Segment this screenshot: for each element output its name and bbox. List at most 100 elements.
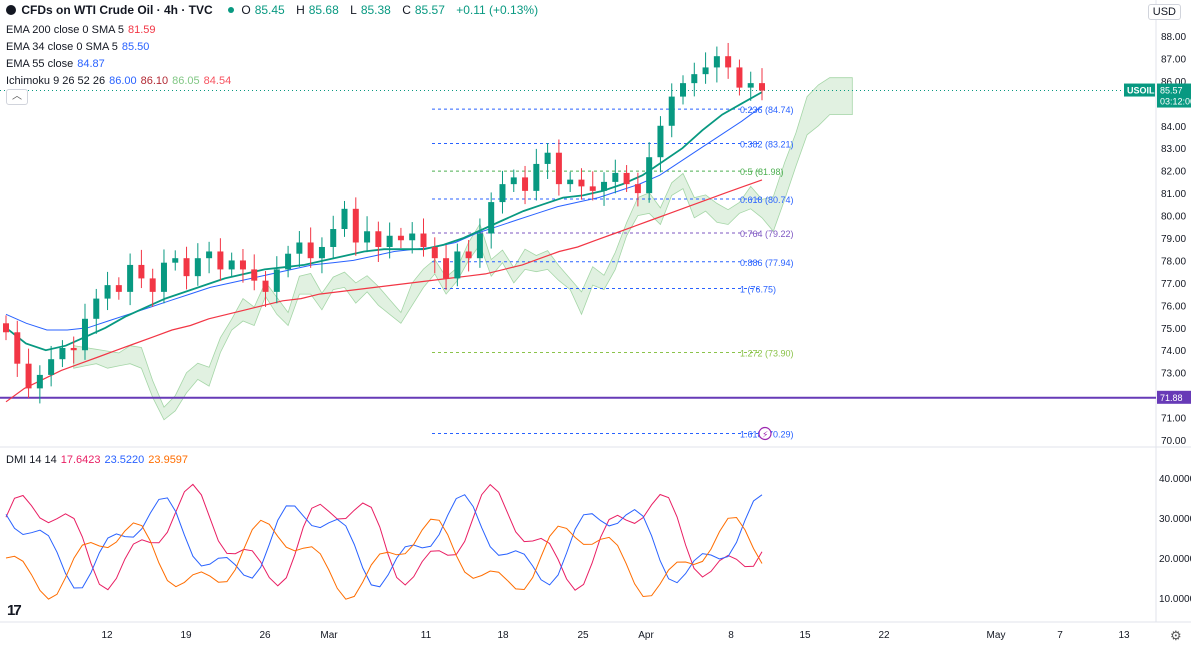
time-tick-label: Mar [320,630,338,641]
dmi-plus-line [5,494,763,589]
alert-lightning-glyph: ⚡ [762,430,768,440]
candle-body [296,242,303,254]
candle-body [115,285,122,292]
candle-body [488,202,495,234]
symbol-tag-bg [1124,83,1155,97]
candle-body [420,233,427,247]
collapse-legend-button[interactable]: ︿ [6,89,28,105]
price-tick-label: 79.00 [1161,234,1186,245]
candle-body [499,184,506,203]
candle-body [454,251,461,279]
time-tick-label: 11 [421,630,432,641]
indicator-ichimoku[interactable]: Ichimoku 9 26 52 26 86.00 86.10 86.05 84.54 [6,75,232,87]
indicator-dmi[interactable]: DMI 14 14 17.6423 23.5220 23.9597 [6,454,189,466]
candle-body [612,172,619,182]
candle-body [567,179,574,185]
candle-body [239,260,246,270]
candle-body [127,264,134,292]
candle-body [352,208,359,243]
candle-body [409,233,416,241]
countdown-label-bg [1157,94,1191,108]
indicator-ema200[interactable]: EMA 200 close 0 SMA 5 81.59 [6,24,156,36]
candle-body [93,298,100,319]
candle-body [104,285,111,299]
candle-body [443,258,450,279]
time-tick-label: 19 [180,630,192,641]
fib-level-label: 0.764 (79.22) [740,229,794,239]
price-tick-label: 78.00 [1161,256,1186,267]
candle-body [544,152,551,164]
candle-body [3,323,9,333]
support-price-label: 71.88 [1160,393,1183,403]
candle-body [330,229,337,247]
candle-body [680,83,687,97]
alert-lightning-icon [758,426,772,441]
currency-selector[interactable]: USD [1147,4,1181,20]
time-tick-label: Apr [638,630,654,641]
candle-body [691,74,698,84]
dmi-tick-label: 20.0000 [1159,554,1191,565]
time-tick-label: 12 [101,630,113,641]
dmi-minus-line [5,516,763,600]
tradingview-logo[interactable]: 17 [7,602,22,619]
countdown-label: 03:12:00 [1160,97,1191,107]
candle-body [70,347,77,351]
fib-level-label: 1 (76.75) [740,285,776,295]
dmi-tick-label: 30.0000 [1159,514,1191,525]
candle-body [138,264,145,279]
candle-body [747,83,754,88]
candle-body [589,186,596,191]
candle-body [318,246,325,259]
symbol-title[interactable]: CFDs on WTI Crude Oil · 4h · TVC [21,3,213,17]
candle-body [285,253,292,270]
candle-body [262,280,269,292]
candle-body [160,262,167,292]
candle-body [702,67,709,75]
candle-body [657,125,664,158]
fib-level-label: 0.382 (83.21) [740,140,794,150]
indicator-ema55[interactable]: EMA 55 close 84.87 [6,58,105,70]
time-tick-label: 26 [259,630,271,641]
price-tick-label: 81.00 [1161,189,1186,200]
candle-body [273,269,280,292]
ichimoku-cloud [73,77,853,421]
candle-body [341,208,348,230]
candle-body [59,347,66,360]
candle-body [36,374,43,389]
candle-body [81,318,88,351]
time-tick-label: 15 [799,630,811,641]
candle-body [623,172,630,185]
ohlc-open: O 85.45 [241,3,285,17]
market-status-icon [228,7,235,14]
candle-body [48,359,55,375]
candle-body [149,278,156,292]
ema200-line [5,179,763,403]
candle-body [386,235,393,247]
symbol-tag: USOIL [1127,86,1155,96]
time-tick-label: May [987,630,1006,641]
candle-body [601,181,608,191]
ohlc-close: C 85.57 [402,3,445,17]
candle-body [578,179,585,187]
ema34-line [5,91,763,352]
price-tick-label: 83.00 [1161,144,1186,155]
price-tick-label: 73.00 [1161,369,1186,380]
indicator-ema34[interactable]: EMA 34 close 0 SMA 5 85.50 [6,41,150,53]
price-tick-label: 87.00 [1161,54,1186,65]
candle-body [307,242,314,259]
candle-body [397,235,404,241]
settings-gear-icon[interactable]: ⚙ [1170,628,1182,643]
candle-body [725,56,732,68]
price-tick-label: 77.00 [1161,279,1186,290]
ohlc-low: L 85.38 [350,3,391,17]
price-tick-label: 70.00 [1161,436,1186,447]
candle-body [759,83,765,91]
candle-body [431,246,438,259]
fib-level-label: 0.886 (77.94) [740,258,794,268]
price-change: +0.11 (+0.13%) [456,3,539,17]
candle-body [217,251,224,270]
candle-body [375,231,382,247]
last-price-label-bg [1157,83,1191,97]
candle-body [668,96,675,126]
